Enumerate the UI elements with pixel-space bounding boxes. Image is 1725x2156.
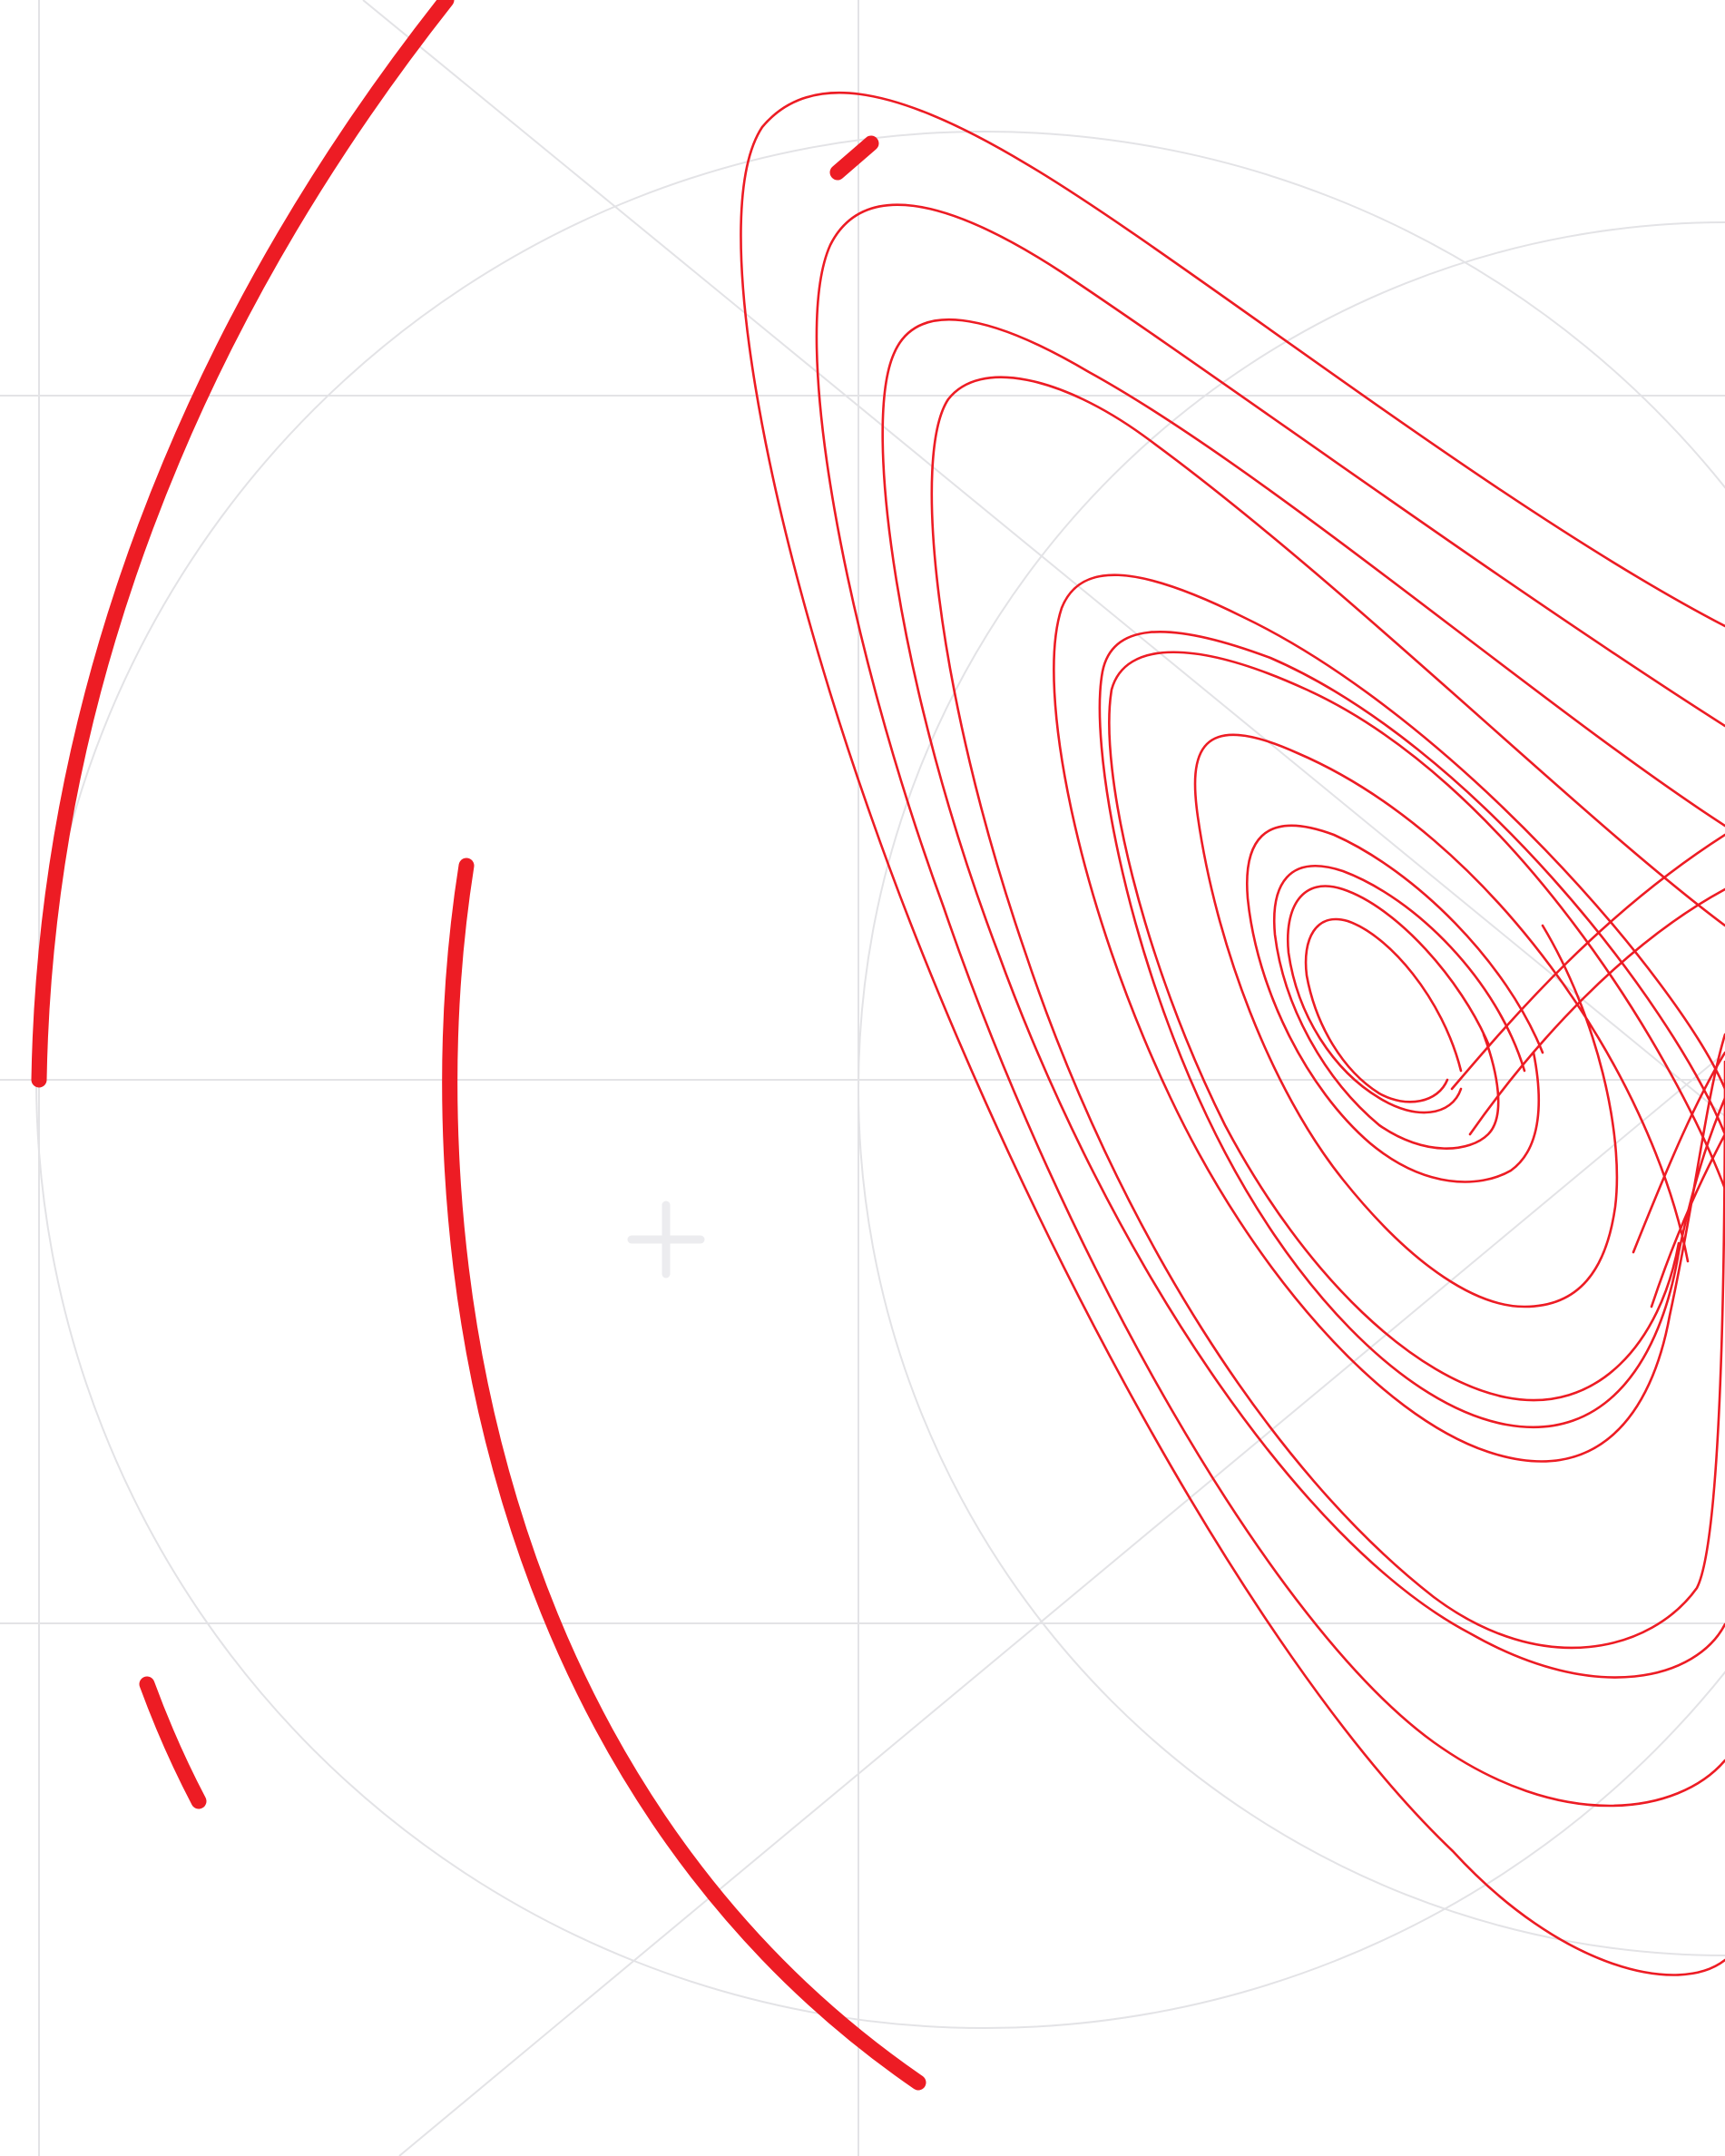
attractor-crossing — [1468, 887, 1725, 1136]
attractor-crossing — [1632, 1051, 1725, 1254]
grid-diagonal-line — [398, 1052, 1725, 2156]
outer-arc — [31, 0, 455, 1088]
attractor-loop — [930, 376, 1725, 1650]
attractor-loop — [1053, 573, 1725, 1463]
attractor-loop — [881, 318, 1725, 1679]
attractor-loop — [1193, 733, 1690, 1308]
attractor-loop — [1286, 885, 1490, 1114]
attractor-loop — [1098, 630, 1725, 1429]
attractor-lines — [740, 91, 1725, 1976]
attractor-loop — [1108, 651, 1725, 1402]
short-arc-top — [829, 135, 879, 181]
attractor-loop — [1272, 865, 1526, 1150]
attractor-loop — [740, 91, 1725, 1976]
attractor-loop — [1246, 824, 1544, 1183]
attractor-loop — [815, 203, 1725, 1808]
thick-arc-group — [31, 0, 926, 2091]
grid-diagonal-line — [362, 0, 1725, 1117]
attractor-crossing — [1650, 1132, 1725, 1308]
short-arc-bottom — [139, 1676, 207, 1809]
attractor-loop — [1304, 917, 1463, 1103]
plus-icon — [627, 1200, 705, 1279]
grid-circle-right — [858, 221, 1725, 1956]
attractor-crossing — [1450, 833, 1725, 1091]
inner-arc — [442, 858, 926, 2091]
